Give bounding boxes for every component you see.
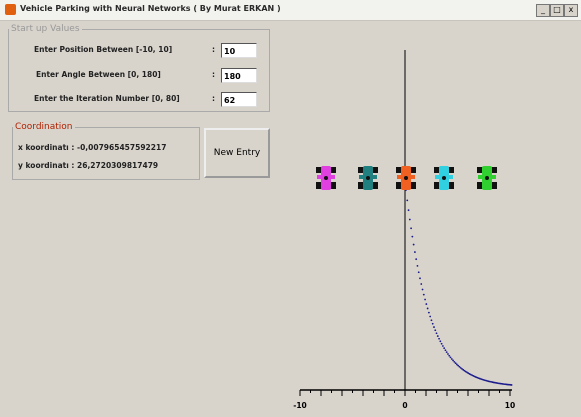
app-window: Vehicle Parking with Neural Networks ( B… xyxy=(0,0,581,417)
trajectory-dot xyxy=(439,340,441,342)
trajectory-dot xyxy=(451,358,453,360)
trajectory-dot xyxy=(428,312,430,314)
trajectory-dot xyxy=(511,384,513,386)
trajectory-dot xyxy=(409,219,411,221)
trajectory-dot xyxy=(424,299,426,301)
trajectory-dot xyxy=(438,338,440,340)
trajectory-dot xyxy=(422,289,424,291)
trajectory-dot xyxy=(420,283,422,285)
trajectory-dot xyxy=(411,236,413,238)
car-cockpit xyxy=(366,176,370,180)
car-cockpit xyxy=(485,176,489,180)
trajectory-dot xyxy=(453,361,455,363)
trajectory-dot xyxy=(418,271,420,273)
trajectory-dot xyxy=(446,351,448,353)
trajectory-dot xyxy=(437,335,439,337)
trajectory-dot xyxy=(434,329,436,331)
trajectory-dot xyxy=(445,349,447,351)
trajectory-dot xyxy=(427,308,429,310)
trajectory-dot xyxy=(410,227,412,229)
trajectory-dot xyxy=(443,347,445,349)
axis-label: 10 xyxy=(505,401,515,410)
trajectory-dot xyxy=(436,332,438,334)
simulation-canvas: -10 0 10 xyxy=(0,0,581,417)
trajectory-dot xyxy=(415,258,417,260)
trajectory-dot xyxy=(448,355,450,357)
car-cockpit xyxy=(324,176,328,180)
trajectory-dot xyxy=(441,343,443,345)
trajectory-dot xyxy=(419,277,421,279)
trajectory-dot xyxy=(455,362,457,364)
car-cockpit xyxy=(404,176,408,180)
trajectory-dot xyxy=(447,353,449,355)
trajectory-dot xyxy=(450,357,452,359)
trajectory-dot xyxy=(431,319,433,321)
trajectory-dot xyxy=(406,199,408,201)
trajectory-dot xyxy=(423,294,425,296)
trajectory-dot xyxy=(433,326,435,328)
trajectory-dot xyxy=(408,209,410,211)
trajectory-dot xyxy=(442,345,444,347)
trajectory-dot xyxy=(414,251,416,253)
trajectory-dot xyxy=(413,244,415,246)
trajectory-dot xyxy=(425,303,427,305)
trajectory-dot xyxy=(452,360,454,362)
trajectory-dot xyxy=(429,316,431,318)
axis-label: 0 xyxy=(402,401,407,410)
trajectory-dot xyxy=(432,323,434,325)
trajectory-dot xyxy=(417,265,419,267)
car-cockpit xyxy=(442,176,446,180)
axis-label: -10 xyxy=(293,401,307,410)
